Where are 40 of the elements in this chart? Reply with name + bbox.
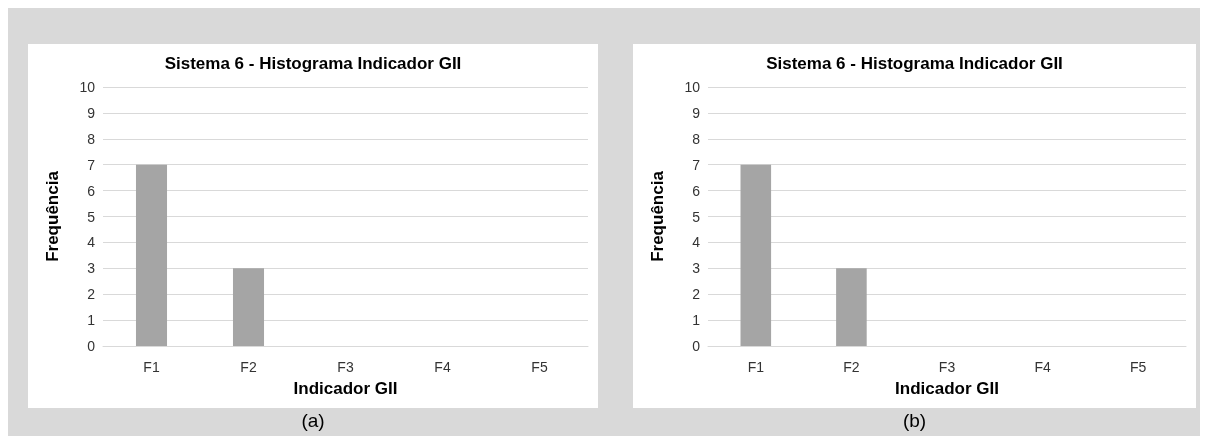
y-tick-label: 4 bbox=[692, 234, 701, 251]
x-tick-label: F5 bbox=[1130, 359, 1147, 375]
y-tick-label: 2 bbox=[87, 286, 96, 303]
x-axis-title: Indicador GII bbox=[895, 379, 999, 398]
x-tick-label: F2 bbox=[240, 359, 257, 375]
y-tick-label: 9 bbox=[87, 104, 96, 121]
y-tick-label: 2 bbox=[692, 286, 701, 303]
y-tick-label: 6 bbox=[87, 182, 96, 199]
y-tick-label: 8 bbox=[692, 130, 701, 147]
x-tick-label: F3 bbox=[337, 359, 354, 375]
y-tick-label: 5 bbox=[87, 208, 96, 225]
y-tick-label: 5 bbox=[692, 208, 701, 225]
x-tick-label: F5 bbox=[531, 359, 548, 375]
text: (a) bbox=[300, 410, 326, 432]
y-axis-title: Frequência bbox=[43, 170, 62, 262]
x-tick-label: F1 bbox=[747, 359, 765, 375]
x-tick-label: F4 bbox=[1034, 359, 1051, 375]
y-tick-label: 0 bbox=[692, 338, 701, 354]
y-tick-label: 1 bbox=[692, 312, 701, 329]
y-tick-label: 3 bbox=[87, 260, 96, 277]
text: (b) bbox=[901, 410, 928, 432]
x-tick-label: F3 bbox=[938, 359, 956, 375]
y-tick-label: 0 bbox=[87, 338, 96, 354]
x-tick-label: F4 bbox=[434, 359, 451, 375]
x-axis-title: Indicador GII bbox=[293, 379, 398, 398]
y-tick-label: 7 bbox=[692, 156, 701, 173]
y-tick-label: 10 bbox=[684, 79, 701, 95]
y-tick-label: 7 bbox=[87, 156, 96, 173]
chart-title: Sistema 6 - Histograma Indicador GII bbox=[766, 54, 1063, 73]
y-tick-label: 10 bbox=[79, 79, 96, 95]
y-tick-label: 6 bbox=[692, 182, 701, 199]
x-tick-label: F2 bbox=[843, 359, 860, 375]
y-tick-label: 1 bbox=[87, 312, 96, 329]
x-tick-label: F1 bbox=[143, 359, 160, 375]
y-tick-label: 9 bbox=[692, 104, 701, 121]
y-axis-title: Frequência bbox=[648, 170, 667, 262]
y-tick-label: 8 bbox=[87, 130, 96, 147]
chart-title: Sistema 6 - Histograma Indicador GII bbox=[164, 54, 462, 73]
y-tick-label: 3 bbox=[692, 260, 701, 277]
y-tick-label: 4 bbox=[87, 234, 96, 251]
